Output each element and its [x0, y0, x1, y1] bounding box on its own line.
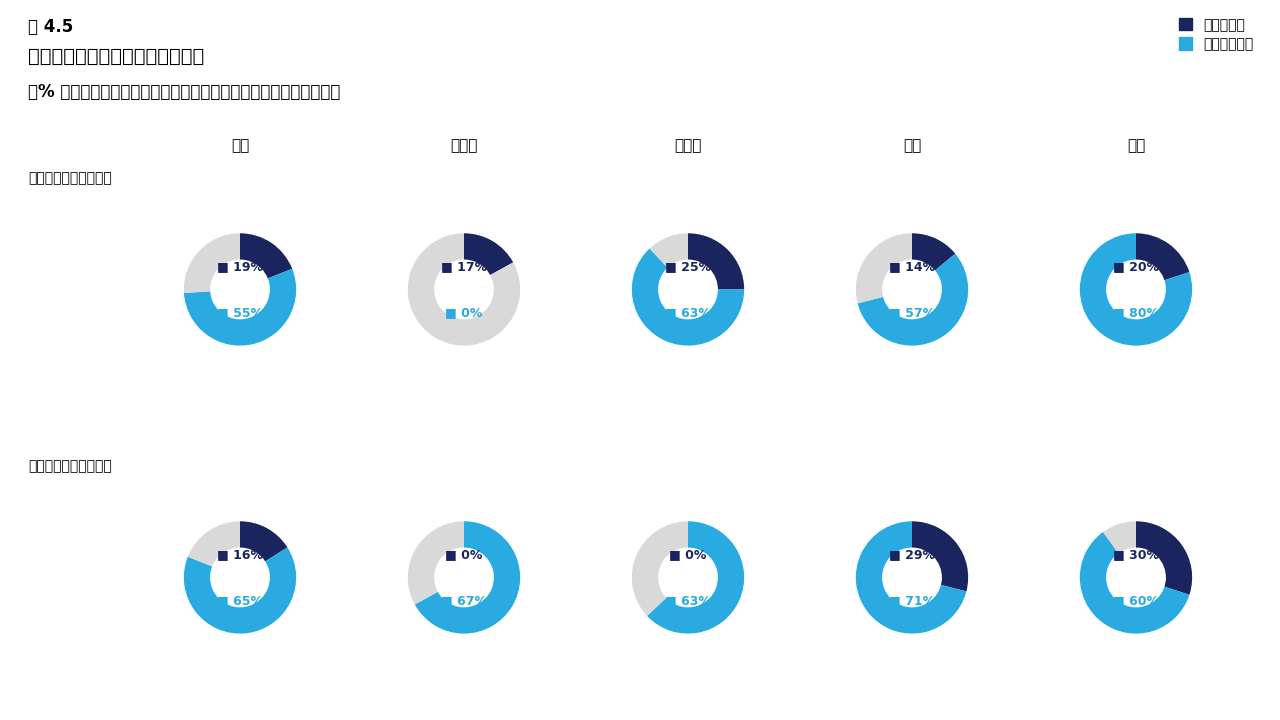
Wedge shape — [649, 233, 689, 268]
Wedge shape — [241, 521, 288, 562]
Text: ■ 71%: ■ 71% — [888, 594, 936, 607]
Text: ■ 0%: ■ 0% — [445, 548, 483, 561]
Wedge shape — [188, 521, 241, 567]
Text: ■ 63%: ■ 63% — [666, 594, 710, 607]
Text: ■ 60%: ■ 60% — [1114, 594, 1158, 607]
Text: 拠点地域別のファンドの開発課題: 拠点地域別のファンドの開発課題 — [28, 47, 205, 66]
Wedge shape — [184, 269, 296, 346]
Text: 全体: 全体 — [230, 138, 250, 153]
Wedge shape — [632, 248, 744, 346]
Wedge shape — [648, 521, 744, 634]
Circle shape — [659, 260, 717, 319]
Wedge shape — [858, 253, 968, 346]
Circle shape — [1107, 548, 1165, 607]
Text: ■ 67%: ■ 67% — [442, 594, 486, 607]
Wedge shape — [1103, 521, 1135, 554]
Wedge shape — [911, 521, 968, 591]
Wedge shape — [465, 233, 513, 275]
Wedge shape — [241, 233, 292, 279]
Text: ■ 0%: ■ 0% — [669, 548, 707, 561]
Text: ■ 55%: ■ 55% — [216, 306, 264, 319]
Text: 開発目的の明確な定義: 開発目的の明確な定義 — [28, 171, 111, 185]
Circle shape — [211, 548, 269, 607]
Wedge shape — [1080, 233, 1192, 346]
Wedge shape — [1135, 233, 1189, 280]
Text: ■ 63%: ■ 63% — [666, 306, 710, 319]
Text: ■ 14%: ■ 14% — [888, 260, 936, 273]
Wedge shape — [415, 521, 520, 634]
Wedge shape — [408, 233, 520, 346]
Wedge shape — [632, 521, 689, 616]
Text: ■ 80%: ■ 80% — [1114, 306, 1158, 319]
Text: 投資と開発目標の整合: 投資と開発目標の整合 — [28, 459, 111, 473]
Circle shape — [659, 548, 717, 607]
Circle shape — [211, 260, 269, 319]
Text: ■ 57%: ■ 57% — [888, 306, 936, 319]
Text: （% 引用、開発目的を有するソブリン・ウェルス・ファンドのみ）: （% 引用、開発目的を有するソブリン・ウェルス・ファンドのみ） — [28, 83, 340, 101]
Text: ■ 30%: ■ 30% — [1114, 548, 1158, 561]
Text: ■ 20%: ■ 20% — [1112, 260, 1160, 273]
Circle shape — [883, 260, 941, 319]
Wedge shape — [1080, 532, 1189, 634]
Wedge shape — [911, 233, 955, 271]
Text: ■ 25%: ■ 25% — [664, 260, 712, 273]
Wedge shape — [856, 521, 966, 634]
Text: ■ 65%: ■ 65% — [218, 594, 262, 607]
Wedge shape — [856, 233, 911, 303]
Circle shape — [435, 260, 493, 319]
Text: ■ 0%: ■ 0% — [445, 306, 483, 319]
Circle shape — [883, 548, 941, 607]
Text: ■ 17%: ■ 17% — [440, 260, 488, 273]
Circle shape — [1107, 260, 1165, 319]
Circle shape — [435, 548, 493, 607]
Wedge shape — [1135, 521, 1192, 595]
Text: 図 4.5: 図 4.5 — [28, 18, 73, 36]
Wedge shape — [184, 233, 241, 293]
Wedge shape — [689, 233, 744, 289]
Text: アジア: アジア — [451, 138, 477, 153]
Text: 新興国: 新興国 — [675, 138, 701, 153]
Text: 欧米: 欧米 — [1126, 138, 1146, 153]
Wedge shape — [184, 547, 296, 634]
Text: ■ 19%: ■ 19% — [218, 260, 262, 273]
Text: ■ 16%: ■ 16% — [218, 548, 262, 561]
Legend: 非常に困難, 中程度に困難: 非常に困難, 中程度に困難 — [1179, 18, 1254, 51]
Text: 中東: 中東 — [902, 138, 922, 153]
Wedge shape — [408, 521, 465, 605]
Text: ■ 29%: ■ 29% — [890, 548, 934, 561]
